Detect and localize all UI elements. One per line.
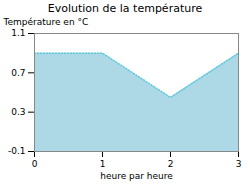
svg-text:1: 1 [100, 159, 106, 169]
svg-text:Température en °C: Température en °C [3, 17, 89, 27]
svg-text:-0.1: -0.1 [8, 146, 26, 156]
html-text:Evolution de la température: Evolution de la température [47, 2, 203, 15]
svg-text:0: 0 [32, 159, 38, 169]
svg-text:2: 2 [168, 159, 174, 169]
svg-text:0.3: 0.3 [11, 107, 25, 117]
svg-text:1.1: 1.1 [11, 28, 25, 38]
svg-text:0.7: 0.7 [11, 68, 25, 78]
svg-text:heure par heure: heure par heure [100, 171, 173, 181]
svg-text:3: 3 [236, 159, 242, 169]
